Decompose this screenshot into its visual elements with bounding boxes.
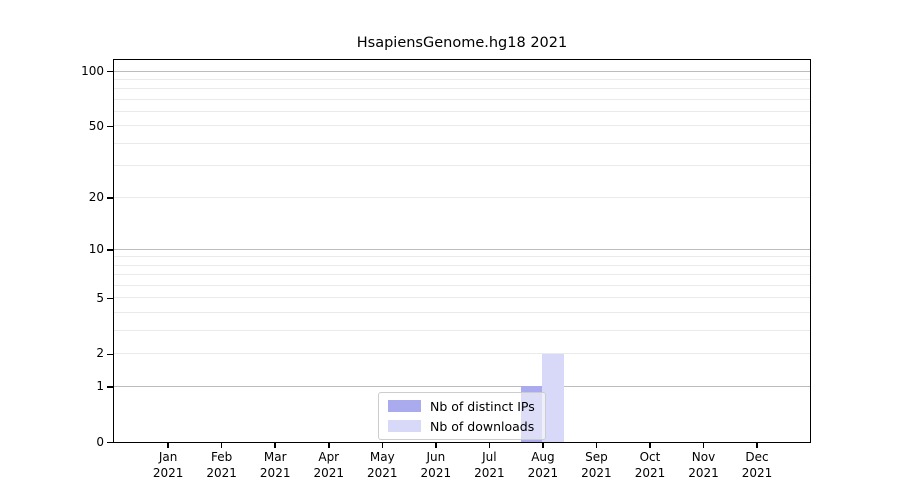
y-tick-label: 20 — [88, 189, 104, 204]
gridline-major — [114, 70, 810, 72]
y-tick — [107, 353, 113, 356]
x-tick — [595, 443, 598, 448]
gridline-minor — [114, 330, 810, 332]
gridline-major — [114, 385, 810, 387]
gridline-minor — [114, 165, 810, 167]
x-tick — [435, 443, 437, 448]
x-tick-label: Oct 2021 — [634, 450, 666, 480]
bar-downloads — [542, 353, 564, 442]
gridline-minor — [114, 256, 810, 258]
x-tick — [167, 443, 169, 448]
x-tick-label: Jan 2021 — [152, 450, 184, 480]
legend: Nb of distinct IPs Nb of downloads — [378, 392, 546, 440]
y-tick — [107, 197, 113, 199]
y-tick — [107, 297, 113, 300]
y-tick-label: 1 — [96, 378, 104, 393]
x-tick — [649, 443, 651, 448]
gridline-minor — [114, 111, 810, 113]
x-tick — [274, 443, 276, 448]
gridline-minor — [114, 297, 810, 299]
x-tick-label: Mar 2021 — [259, 450, 291, 480]
x-tick — [756, 443, 758, 448]
x-tick-label: Nov 2021 — [688, 450, 719, 480]
y-tick-label: 0 — [96, 434, 104, 449]
y-tick — [107, 249, 113, 251]
x-tick — [328, 443, 330, 448]
y-tick — [107, 125, 113, 128]
x-tick-label: Jul 2021 — [474, 450, 505, 480]
plot-area — [113, 59, 811, 443]
gridline-minor — [114, 125, 810, 127]
x-tick-label: Aug 2021 — [527, 450, 559, 480]
x-tick-label: Sep 2021 — [581, 450, 612, 480]
gridline-minor — [114, 264, 810, 266]
gridline-minor — [114, 196, 810, 198]
y-tick-label: 5 — [96, 290, 104, 305]
y-tick-label: 50 — [88, 118, 104, 133]
y-tick — [107, 70, 113, 73]
y-tick-label: 2 — [96, 346, 104, 361]
x-tick — [381, 443, 384, 448]
gridline-minor — [114, 98, 810, 100]
chart-title: HsapiensGenome.hg18 2021 — [356, 35, 568, 51]
gridline-minor — [114, 274, 810, 276]
gridline-major — [114, 248, 810, 250]
gridline-minor — [114, 88, 810, 90]
legend-item-distinct-ips: Nb of distinct IPs — [388, 398, 535, 414]
x-tick-label: Apr 2021 — [313, 450, 345, 480]
legend-swatch-downloads — [388, 420, 421, 432]
y-tick — [107, 386, 113, 388]
gridline-minor — [114, 142, 810, 144]
x-tick-label: Feb 2021 — [206, 450, 237, 480]
y-tick-label: 10 — [88, 241, 104, 256]
legend-label-downloads: Nb of downloads — [430, 418, 535, 434]
gridline-minor — [114, 312, 810, 314]
x-tick-label: Dec 2021 — [741, 450, 773, 480]
gridline-minor — [114, 285, 810, 287]
x-tick — [702, 443, 705, 448]
gridline-minor — [114, 78, 810, 80]
x-tick-label: May 2021 — [367, 450, 398, 480]
legend-label-distinct-ips: Nb of distinct IPs — [430, 398, 535, 414]
x-tick — [220, 443, 223, 448]
y-tick-label: 100 — [81, 63, 104, 78]
x-tick-label: Jun 2021 — [420, 450, 452, 480]
gridline-minor — [114, 353, 810, 355]
legend-swatch-distinct-ips — [388, 400, 421, 412]
x-tick — [488, 443, 491, 448]
legend-item-downloads: Nb of downloads — [388, 418, 535, 434]
y-tick — [107, 441, 113, 444]
x-tick — [542, 443, 544, 448]
